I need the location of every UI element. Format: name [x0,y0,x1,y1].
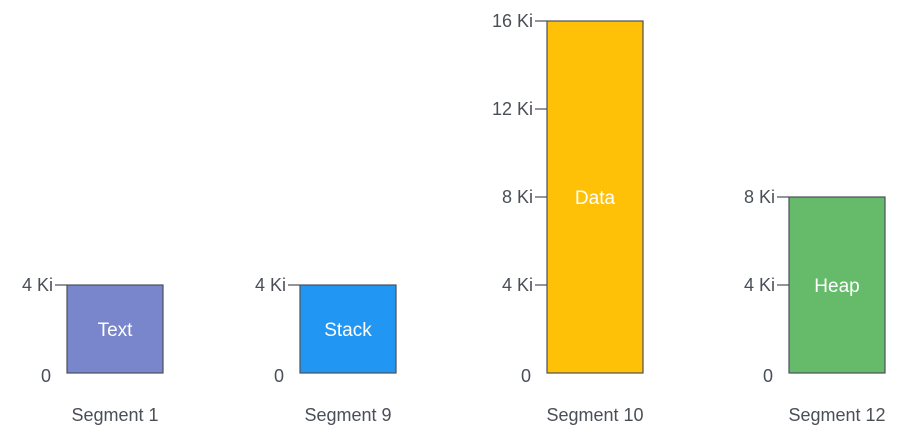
segment-block-label: Stack [324,320,372,341]
tick-label: 4 Ki [22,275,53,295]
tick-label: 4 Ki [255,275,286,295]
segment-block-label: Heap [814,276,859,297]
segment-block-label: Data [575,188,616,209]
tick-label: 8 Ki [744,187,775,207]
tick-label: 0 [521,366,531,386]
tick-label: 4 Ki [744,275,775,295]
tick-label: 0 [274,366,284,386]
segment-block [299,284,397,374]
tick-label: 16 Ki [492,11,533,31]
segment-name-label: Segment 9 [304,405,391,425]
tick-label: 0 [763,366,773,386]
tick-label: 12 Ki [492,99,533,119]
segment-block [66,284,164,374]
segment-name-label: Segment 12 [788,405,885,425]
segment-block [788,196,886,374]
segment-name-label: Segment 1 [71,405,158,425]
tick-label: 4 Ki [502,275,533,295]
segment-block-label: Text [98,320,134,341]
tick-label: 0 [41,366,51,386]
segment-name-label: Segment 10 [546,405,643,425]
tick-label: 8 Ki [502,187,533,207]
